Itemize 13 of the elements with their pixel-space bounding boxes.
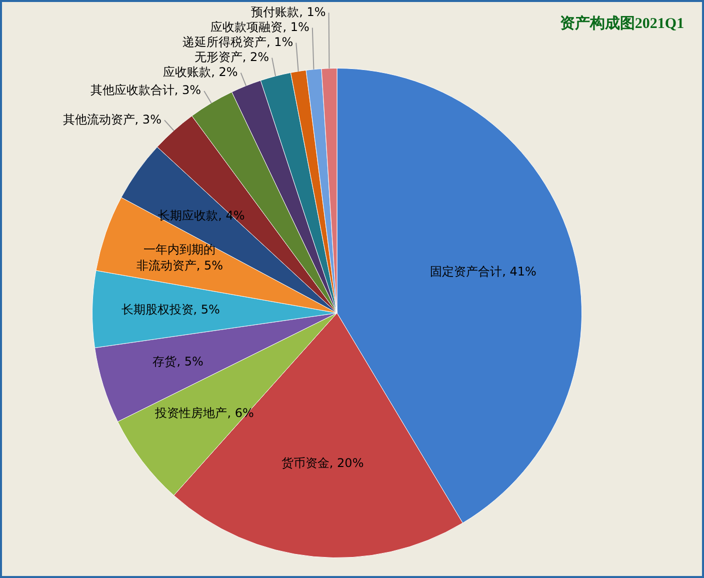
slice-label: 其他流动资产, 3% bbox=[62, 112, 162, 126]
slice-label: 一年内到期的非流动资产, 5% bbox=[136, 242, 224, 273]
slice-label: 无形资产, 2% bbox=[194, 50, 270, 64]
slice-label: 其他应收款合计, 3% bbox=[90, 83, 202, 98]
slice-label: 存货, 5% bbox=[152, 354, 204, 369]
slice-label: 长期股权投资, 5% bbox=[121, 302, 220, 316]
slice-label: 货币资金, 20% bbox=[281, 456, 364, 470]
slice-label: 固定资产合计, 41% bbox=[430, 264, 536, 279]
slice-label: 应收账款, 2% bbox=[163, 64, 238, 79]
slice-label: 应收款项融资, 1% bbox=[210, 20, 310, 34]
slice-label: 递延所得税资产, 1% bbox=[182, 34, 294, 49]
text: 资产构成图2021Q1 bbox=[560, 14, 684, 32]
slice-label: 预付账款, 1% bbox=[251, 4, 326, 19]
